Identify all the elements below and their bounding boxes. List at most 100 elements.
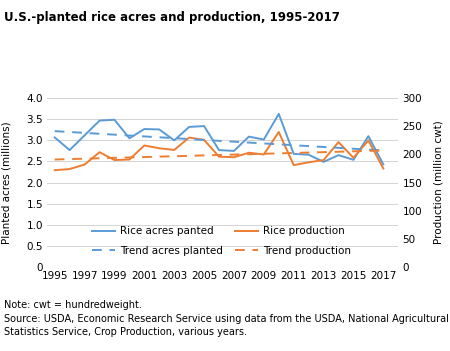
Text: Planted acres (millions): Planted acres (millions) [2, 121, 12, 244]
Trend production [112, 156, 117, 160]
Trend acres planted [97, 132, 102, 136]
Trend acres planted [82, 131, 87, 135]
Rice production [381, 166, 386, 171]
Trend acres planted [231, 140, 237, 144]
Rice production [321, 158, 326, 162]
Rice acres panted [261, 138, 266, 142]
Trend acres planted [52, 129, 58, 133]
Rice acres panted [246, 134, 252, 139]
Rice acres panted [202, 124, 207, 128]
Trend production [67, 157, 72, 161]
Trend production [216, 153, 222, 157]
Trend production [381, 148, 386, 153]
Rice acres panted [366, 134, 371, 138]
Rice production [261, 152, 266, 157]
Rice acres panted [306, 153, 311, 157]
Rice production [246, 151, 252, 155]
Trend production [366, 149, 371, 153]
Rice production [82, 163, 87, 167]
Trend acres planted [366, 147, 371, 152]
Rice acres panted [351, 158, 356, 162]
Rice acres panted [142, 127, 147, 131]
Trend production [261, 152, 266, 156]
Trend acres planted [246, 140, 252, 145]
Rice production [291, 163, 297, 167]
Trend production [142, 155, 147, 159]
Trend acres planted [202, 138, 207, 142]
Trend production [276, 151, 281, 155]
Trend acres planted [336, 146, 341, 150]
Rice acres panted [231, 149, 237, 153]
Line: Trend acres planted: Trend acres planted [55, 131, 383, 151]
Text: Note: cwt = hundredweight.: Note: cwt = hundredweight. [4, 300, 142, 310]
Trend acres planted [142, 134, 147, 139]
Rice acres panted [336, 153, 341, 157]
Trend production [246, 152, 252, 156]
Rice acres panted [216, 148, 222, 152]
Rice production [157, 146, 162, 150]
Trend acres planted [306, 144, 311, 148]
Trend production [127, 155, 132, 160]
Rice production [67, 167, 72, 171]
Rice acres panted [127, 136, 132, 140]
Line: Rice acres panted: Rice acres panted [55, 114, 383, 164]
Rice production [366, 138, 371, 143]
Rice acres panted [67, 148, 72, 152]
Rice acres panted [97, 119, 102, 123]
Legend: Rice acres panted, Trend acres planted, Rice production, Trend production: Rice acres panted, Trend acres planted, … [88, 222, 356, 260]
Trend production [97, 156, 102, 160]
Trend acres planted [381, 148, 386, 153]
Line: Rice production: Rice production [55, 132, 383, 170]
Rice acres panted [157, 127, 162, 132]
Trend production [186, 154, 192, 158]
Trend acres planted [157, 135, 162, 139]
Trend acres planted [216, 139, 222, 143]
Trend acres planted [291, 143, 297, 147]
Trend production [321, 150, 326, 154]
Trend production [171, 154, 177, 158]
Rice production [202, 138, 207, 142]
Trend production [291, 151, 297, 155]
Rice acres panted [171, 138, 177, 143]
Rice acres panted [52, 135, 58, 140]
Rice production [276, 130, 281, 134]
Trend production [82, 157, 87, 161]
Rice acres panted [112, 118, 117, 122]
Trend production [351, 149, 356, 153]
Rice production [216, 154, 222, 159]
Trend acres planted [127, 133, 132, 138]
Rice acres panted [276, 112, 281, 116]
Rice production [351, 156, 356, 160]
Text: Production (million cwt): Production (million cwt) [434, 121, 444, 244]
Rice acres panted [291, 152, 297, 156]
Rice acres panted [321, 160, 326, 164]
Text: Statistics Service, Crop Production, various years.: Statistics Service, Crop Production, var… [4, 327, 248, 337]
Rice production [52, 168, 58, 172]
Trend acres planted [276, 142, 281, 146]
Trend production [157, 154, 162, 159]
Trend acres planted [112, 133, 117, 137]
Rice production [112, 158, 117, 162]
Rice acres panted [186, 125, 192, 129]
Rice production [231, 155, 237, 159]
Rice production [186, 135, 192, 140]
Rice acres panted [381, 162, 386, 166]
Trend acres planted [321, 145, 326, 149]
Trend production [306, 151, 311, 155]
Trend acres planted [261, 141, 266, 146]
Rice production [336, 140, 341, 144]
Rice production [127, 157, 132, 161]
Text: U.S.-planted rice acres and production, 1995-2017: U.S.-planted rice acres and production, … [4, 11, 340, 24]
Trend production [336, 150, 341, 154]
Trend acres planted [186, 137, 192, 141]
Rice production [306, 160, 311, 164]
Trend production [231, 152, 237, 157]
Trend production [202, 153, 207, 158]
Rice production [97, 150, 102, 154]
Line: Trend production: Trend production [55, 151, 383, 159]
Trend production [52, 157, 58, 161]
Trend acres planted [67, 130, 72, 134]
Rice production [171, 148, 177, 152]
Trend acres planted [351, 147, 356, 151]
Text: Source: USDA, Economic Research Service using data from the USDA, National Agric: Source: USDA, Economic Research Service … [4, 314, 450, 324]
